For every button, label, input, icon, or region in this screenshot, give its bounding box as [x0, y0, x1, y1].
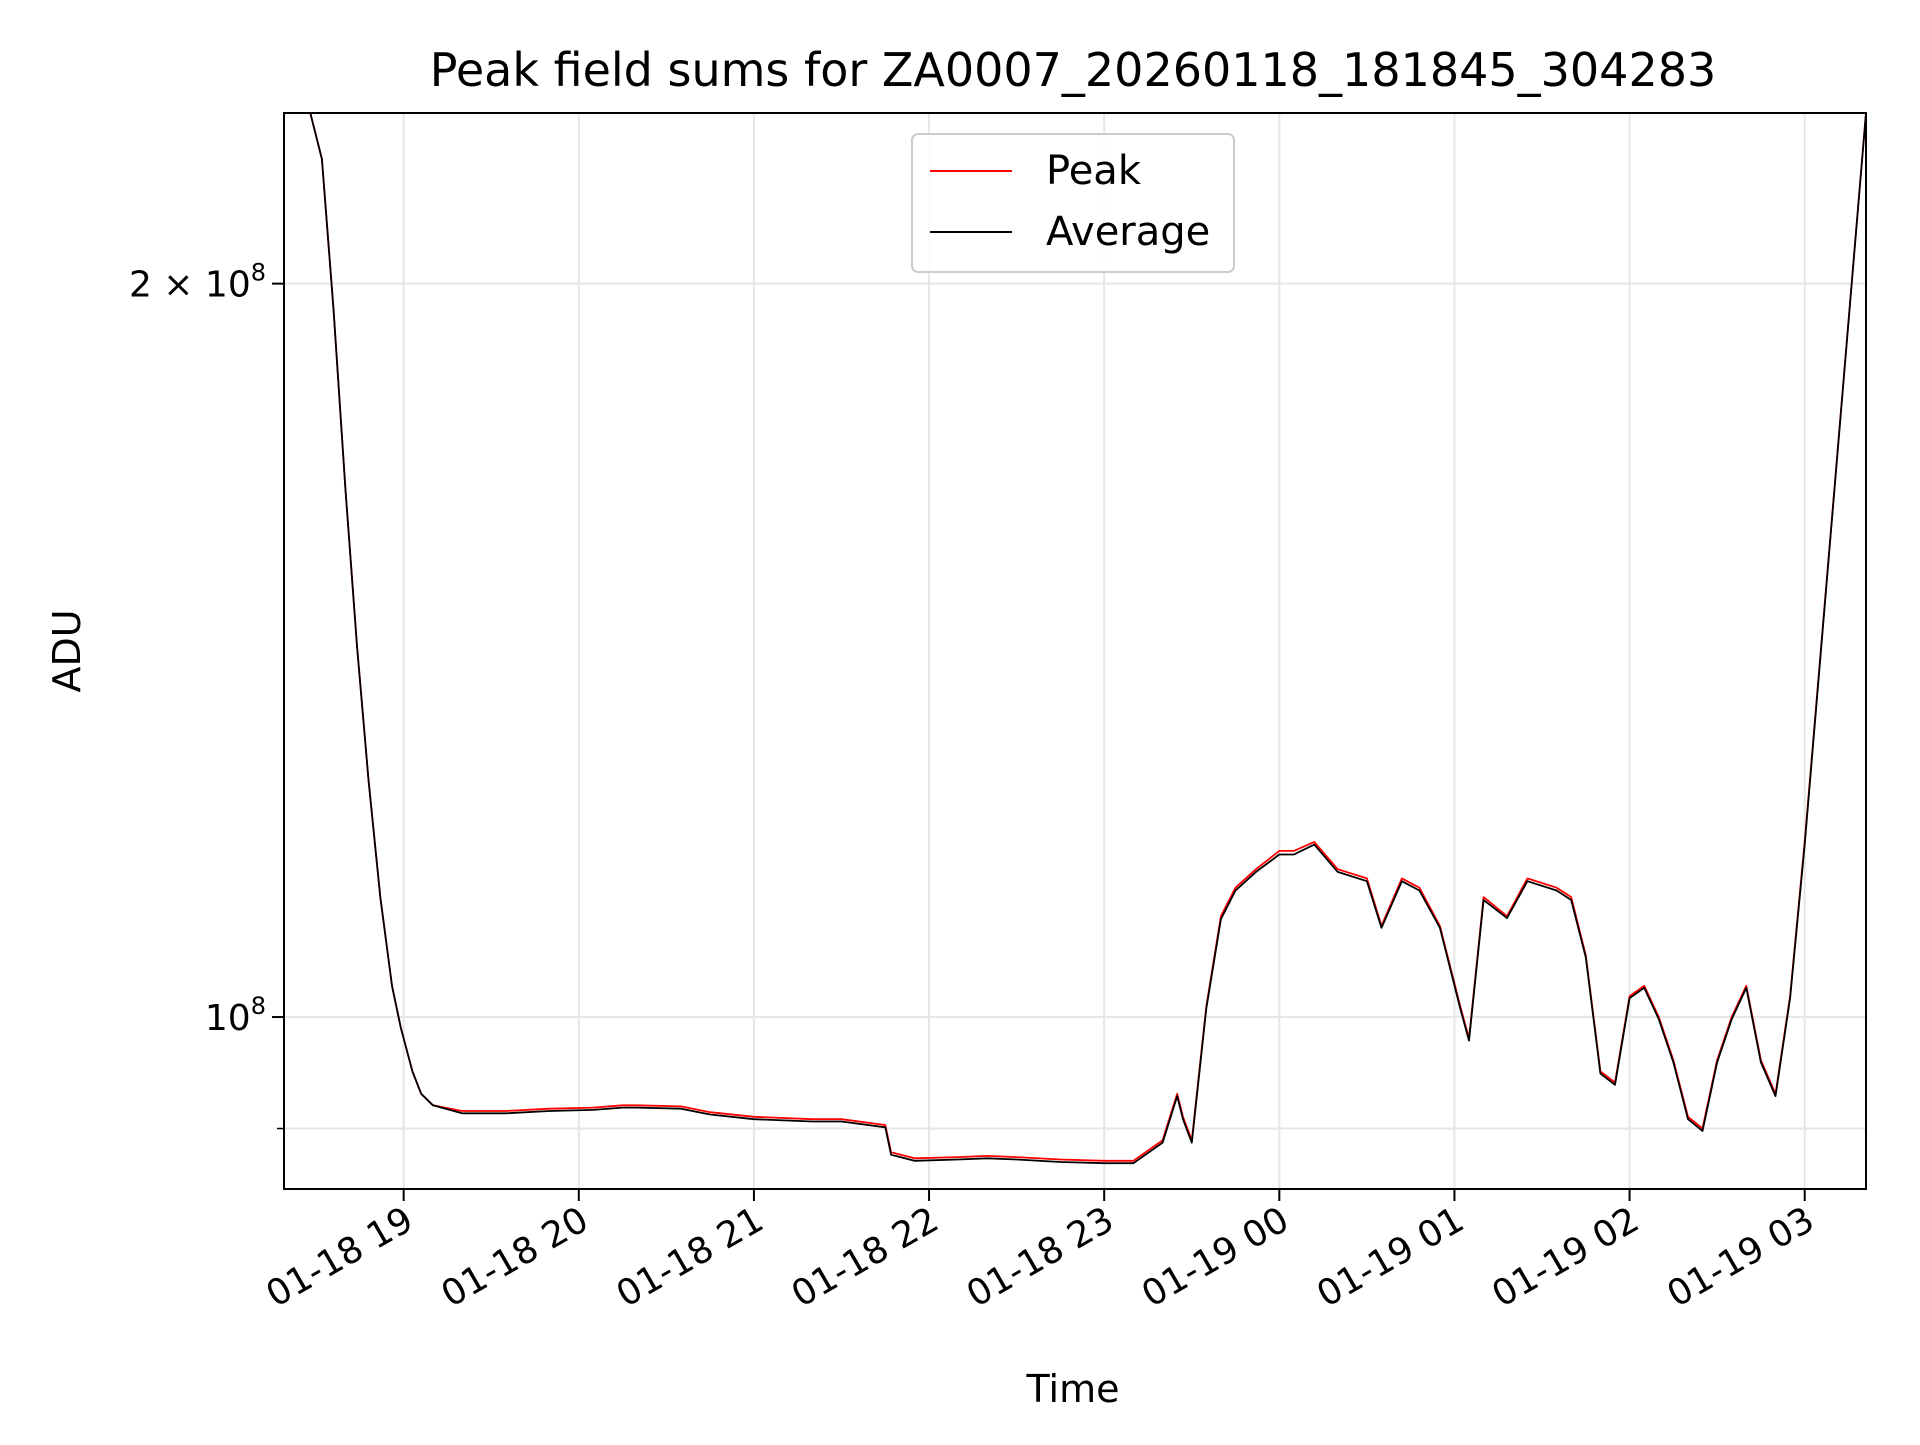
series-line-average	[284, 113, 1866, 1165]
chart-title: Peak field sums for ZA0007_20260118_1818…	[430, 43, 1717, 97]
x-tick-label: 01-18 21	[610, 1199, 771, 1315]
x-tick-label: 01-19 01	[1310, 1199, 1471, 1315]
y-tick-label: 108	[205, 992, 266, 1039]
y-tick-base: 10	[205, 998, 251, 1039]
x-tick-label: 01-19 03	[1661, 1199, 1822, 1315]
x-tick-label: 01-18 20	[435, 1199, 596, 1315]
x-tick-label: 01-19 02	[1485, 1199, 1646, 1315]
y-tick-base: 2 × 10	[129, 265, 251, 306]
legend-box	[911, 133, 1235, 273]
y-axis-label: ADU	[45, 609, 89, 692]
x-tick-label: 01-18 23	[960, 1199, 1121, 1315]
plot-layer	[284, 113, 1866, 1165]
legend-label-average: Average	[1046, 209, 1210, 255]
x-tick-label: 01-18 22	[785, 1199, 946, 1315]
x-tick-label: 01-19 00	[1135, 1199, 1296, 1315]
y-tick-exponent: 8	[251, 259, 266, 287]
plot-frame	[283, 112, 1867, 1190]
y-tick-exponent: 8	[251, 992, 266, 1020]
grid-layer	[284, 113, 1866, 1189]
x-tick-label: 01-18 19	[259, 1199, 420, 1315]
x-axis-label: Time	[1026, 1367, 1120, 1411]
y-tick-label: 2 × 108	[129, 259, 266, 306]
legend-label-peak: Peak	[1046, 148, 1142, 194]
legend: Peak Average	[911, 133, 1235, 273]
